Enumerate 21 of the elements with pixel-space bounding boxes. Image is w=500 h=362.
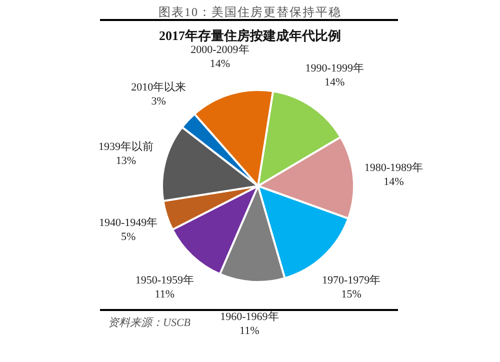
slice-label: 1939年以前 bbox=[98, 140, 154, 154]
data-label: 13% bbox=[116, 155, 136, 168]
data-label: 14% bbox=[324, 76, 345, 88]
slice-label: 1990-1999年 bbox=[305, 62, 364, 74]
data-label: 14% bbox=[384, 176, 404, 188]
data-label: 3% bbox=[151, 96, 166, 108]
slice-label: 1940-1949年 bbox=[99, 217, 158, 230]
slice-label: 1970-1979年 bbox=[322, 274, 381, 286]
slice-label: 1980-1989年 bbox=[364, 162, 424, 174]
chart-title: 图表10：美国住房更替保持平稳 bbox=[158, 5, 342, 19]
data-label: 11% bbox=[154, 288, 175, 300]
text: 资料来源：USCB bbox=[108, 316, 191, 329]
chart-subtitle: 2017年存量住房按建成年代比例 bbox=[159, 28, 341, 43]
data-label: 15% bbox=[341, 288, 362, 300]
slice-label: 2010年以来 bbox=[131, 80, 186, 94]
slice-label: 1960-1969年 bbox=[220, 311, 279, 324]
data-label: 14% bbox=[210, 58, 230, 70]
data-label: 5% bbox=[121, 231, 136, 244]
slice-label: 2000-2009年 bbox=[190, 44, 250, 56]
data-label: 11% bbox=[240, 325, 260, 338]
slice-label: 1950-1959年 bbox=[135, 274, 194, 286]
